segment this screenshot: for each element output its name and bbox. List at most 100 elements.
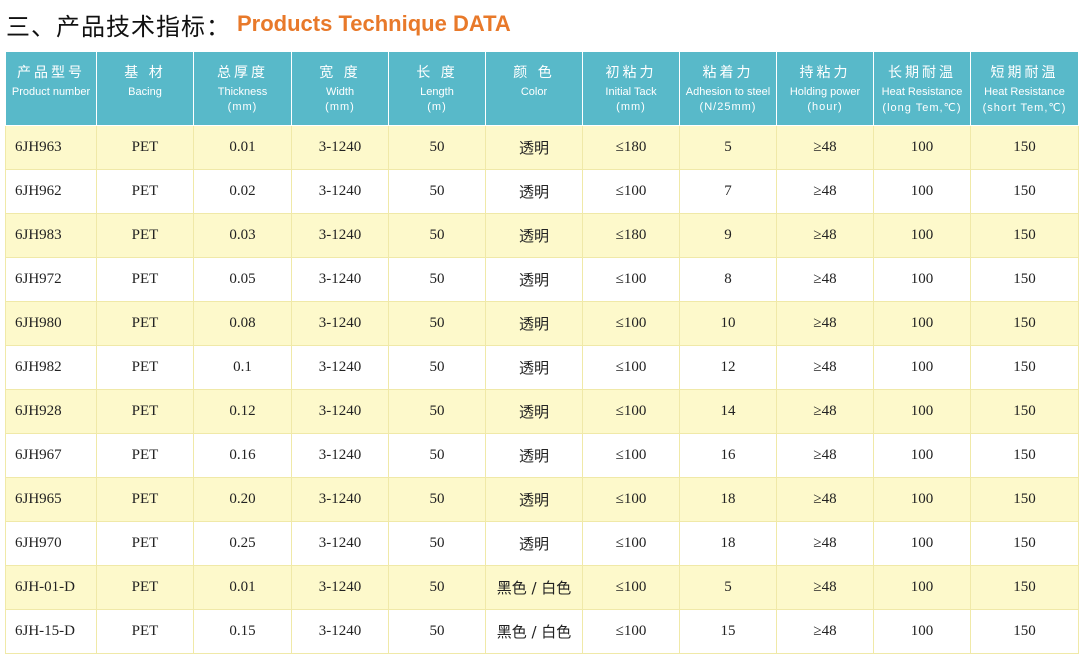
table-row: 6JH962 PET 0.02 3-1240 50 透明 ≤100 7 ≥48 … — [5, 169, 1079, 214]
cell-width: 3-1240 — [291, 345, 389, 390]
cell-thickness: 0.20 — [193, 477, 292, 522]
cell-adhesion: 9 — [679, 213, 777, 258]
cell-heat-short: 150 — [970, 169, 1079, 214]
cell-holding-power: ≥48 — [776, 609, 874, 654]
table-row: 6JH972 PET 0.05 3-1240 50 透明 ≤100 8 ≥48 … — [5, 257, 1079, 302]
cell-width: 3-1240 — [291, 565, 389, 610]
cell-backing: PET — [96, 301, 194, 346]
cell-thickness: 0.05 — [193, 257, 292, 302]
page-title-en: Products Technique DATA — [237, 11, 511, 36]
cell-product-number: 6JH-15-D — [5, 609, 97, 654]
cell-color: 透明 — [485, 521, 583, 566]
cell-heat-long: 100 — [873, 257, 971, 302]
header-label-cn: 总厚度 — [217, 65, 268, 81]
table-row: 6JH-01-D PET 0.01 3-1240 50 黑色 / 白色 ≤100… — [5, 565, 1079, 610]
header-label-en: Adhesion to steel — [685, 86, 771, 98]
header-label-en: Bacing — [128, 86, 162, 98]
spec-table: 产品型号 Product number 基 材 Bacing 总厚度 Thick… — [5, 51, 1079, 654]
cell-backing: PET — [96, 609, 194, 654]
cell-color: 透明 — [485, 213, 583, 258]
cell-heat-long: 100 — [873, 521, 971, 566]
header-holding-power: 持粘力 Holding power (hour) — [776, 51, 874, 126]
cell-backing: PET — [96, 565, 194, 610]
cell-product-number: 6JH972 — [5, 257, 97, 302]
cell-adhesion: 7 — [679, 169, 777, 214]
cell-backing: PET — [96, 433, 194, 478]
header-unit: (long Tem,℃) — [882, 102, 962, 114]
header-unit: (mm) — [616, 101, 646, 113]
cell-color: 透明 — [485, 345, 583, 390]
cell-width: 3-1240 — [291, 477, 389, 522]
cell-initial-tack: ≤100 — [582, 169, 680, 214]
cell-backing: PET — [96, 521, 194, 566]
cell-length: 50 — [388, 433, 486, 478]
cell-width: 3-1240 — [291, 609, 389, 654]
header-initial-tack: 初粘力 Initial Tack (mm) — [582, 51, 680, 126]
cell-adhesion: 15 — [679, 609, 777, 654]
cell-color: 透明 — [485, 169, 583, 214]
cell-length: 50 — [388, 257, 486, 302]
cell-backing: PET — [96, 477, 194, 522]
header-unit: (mm) — [227, 101, 258, 113]
page-title: 三、产品技术指标： Products Technique DATA — [6, 6, 511, 42]
cell-product-number: 6JH970 — [5, 521, 97, 566]
cell-holding-power: ≥48 — [776, 125, 874, 170]
cell-product-number: 6JH982 — [5, 345, 97, 390]
cell-thickness: 0.12 — [193, 389, 292, 434]
header-label-cn: 初粘力 — [605, 65, 657, 81]
cell-adhesion: 10 — [679, 301, 777, 346]
cell-width: 3-1240 — [291, 125, 389, 170]
header-unit: (N/25mm) — [699, 101, 757, 113]
cell-thickness: 0.16 — [193, 433, 292, 478]
header-product-number: 产品型号 Product number — [5, 51, 97, 126]
table-row: 6JH982 PET 0.1 3-1240 50 透明 ≤100 12 ≥48 … — [5, 345, 1079, 390]
cell-heat-short: 150 — [970, 477, 1079, 522]
cell-heat-short: 150 — [970, 521, 1079, 566]
header-unit: (mm) — [325, 101, 355, 113]
table-row: 6JH970 PET 0.25 3-1240 50 透明 ≤100 18 ≥48… — [5, 521, 1079, 566]
cell-thickness: 0.08 — [193, 301, 292, 346]
header-label-cn: 短期耐温 — [990, 65, 1059, 81]
cell-color: 黑色 / 白色 — [485, 609, 583, 654]
cell-heat-short: 150 — [970, 609, 1079, 654]
cell-initial-tack: ≤100 — [582, 301, 680, 346]
header-label-cn: 宽 度 — [319, 65, 361, 81]
header-unit: (m) — [427, 101, 447, 113]
cell-holding-power: ≥48 — [776, 477, 874, 522]
cell-heat-short: 150 — [970, 301, 1079, 346]
cell-initial-tack: ≤100 — [582, 521, 680, 566]
cell-holding-power: ≥48 — [776, 433, 874, 478]
cell-length: 50 — [388, 389, 486, 434]
cell-width: 3-1240 — [291, 169, 389, 214]
cell-product-number: 6JH963 — [5, 125, 97, 170]
cell-product-number: 6JH962 — [5, 169, 97, 214]
cell-product-number: 6JH-01-D — [5, 565, 97, 610]
cell-width: 3-1240 — [291, 433, 389, 478]
cell-heat-short: 150 — [970, 345, 1079, 390]
header-row: 产品型号 Product number 基 材 Bacing 总厚度 Thick… — [5, 51, 1079, 126]
header-heat-short: 短期耐温 Heat Resistance (short Tem,℃) — [970, 51, 1079, 126]
cell-thickness: 0.01 — [193, 125, 292, 170]
header-label-en: Product number — [11, 86, 91, 98]
header-thickness: 总厚度 Thickness (mm) — [193, 51, 292, 126]
cell-holding-power: ≥48 — [776, 257, 874, 302]
cell-heat-long: 100 — [873, 609, 971, 654]
cell-initial-tack: ≤180 — [582, 213, 680, 258]
cell-adhesion: 5 — [679, 125, 777, 170]
cell-backing: PET — [96, 389, 194, 434]
cell-thickness: 0.02 — [193, 169, 292, 214]
cell-width: 3-1240 — [291, 213, 389, 258]
table-row: 6JH965 PET 0.20 3-1240 50 透明 ≤100 18 ≥48… — [5, 477, 1079, 522]
cell-heat-short: 150 — [970, 125, 1079, 170]
cell-adhesion: 18 — [679, 521, 777, 566]
cell-thickness: 0.01 — [193, 565, 292, 610]
cell-length: 50 — [388, 301, 486, 346]
header-length: 长 度 Length (m) — [388, 51, 486, 126]
cell-heat-long: 100 — [873, 301, 971, 346]
cell-length: 50 — [388, 477, 486, 522]
cell-product-number: 6JH928 — [5, 389, 97, 434]
cell-heat-short: 150 — [970, 565, 1079, 610]
cell-width: 3-1240 — [291, 257, 389, 302]
cell-product-number: 6JH980 — [5, 301, 97, 346]
cell-initial-tack: ≤100 — [582, 345, 680, 390]
